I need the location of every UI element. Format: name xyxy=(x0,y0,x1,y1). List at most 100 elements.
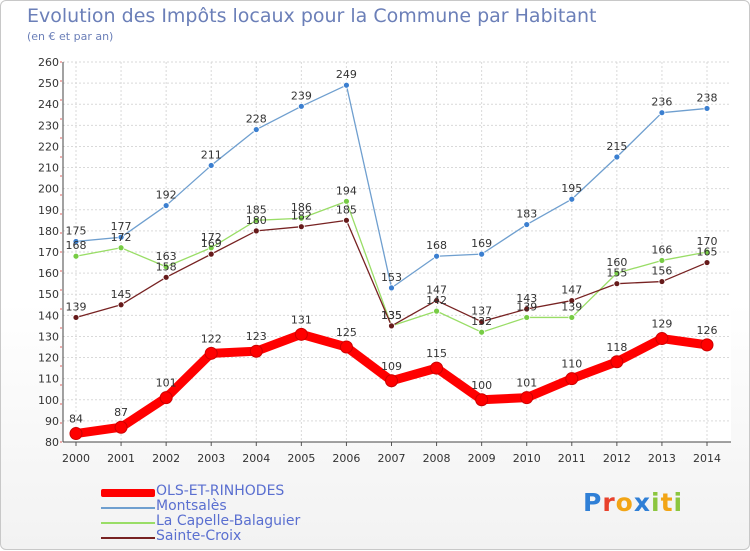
data-point xyxy=(114,420,128,434)
data-label: 139 xyxy=(66,300,87,313)
x-tick-label: 2006 xyxy=(332,452,360,465)
x-tick-label: 2014 xyxy=(693,452,721,465)
x-tick-label: 2007 xyxy=(378,452,406,465)
data-point xyxy=(162,263,170,271)
data-point xyxy=(478,318,486,326)
data-label: 172 xyxy=(201,231,222,244)
y-tick-label: 230 xyxy=(38,119,59,132)
legend-label: La Capelle-Balaguier xyxy=(156,513,301,529)
data-label: 84 xyxy=(69,413,83,426)
data-label: 180 xyxy=(246,214,267,227)
data-point xyxy=(703,259,711,266)
data-label: 185 xyxy=(246,203,267,216)
data-label: 126 xyxy=(697,324,718,337)
data-point xyxy=(658,109,666,117)
data-point xyxy=(117,244,125,252)
data-label: 182 xyxy=(291,210,312,223)
data-point xyxy=(703,105,711,112)
data-point xyxy=(297,102,305,110)
data-point xyxy=(433,307,440,315)
data-point xyxy=(252,126,260,133)
data-label: 142 xyxy=(426,294,447,307)
data-label: 158 xyxy=(156,260,177,273)
x-tick-label: 2009 xyxy=(468,452,496,465)
data-label: 135 xyxy=(381,309,402,322)
data-label: 166 xyxy=(651,243,672,256)
y-tick-label: 90 xyxy=(45,415,59,428)
x-tick-label: 2012 xyxy=(603,452,631,465)
y-tick-label: 100 xyxy=(38,394,59,407)
data-point xyxy=(523,305,531,313)
data-label: 211 xyxy=(201,148,222,161)
data-point xyxy=(655,332,669,346)
data-point xyxy=(700,338,714,352)
data-point xyxy=(430,361,444,375)
data-label: 139 xyxy=(516,300,537,313)
x-tick-label: 2010 xyxy=(513,452,541,465)
data-point xyxy=(658,278,666,285)
data-point xyxy=(69,427,83,441)
data-label: 123 xyxy=(246,330,267,343)
data-label: 236 xyxy=(651,96,672,109)
legend-label: Sainte-Croix xyxy=(156,528,242,544)
data-point xyxy=(613,280,621,288)
data-point xyxy=(475,393,489,407)
legend-label: Montsalès xyxy=(156,498,227,514)
data-point xyxy=(478,250,486,258)
y-tick-label: 120 xyxy=(38,352,59,365)
data-label: 153 xyxy=(381,271,402,284)
proxiti-logo: Proxiti xyxy=(583,488,683,517)
y-tick-label: 150 xyxy=(38,288,59,301)
x-tick-label: 2000 xyxy=(62,452,90,465)
data-label: 183 xyxy=(516,208,537,221)
data-point xyxy=(433,297,440,304)
data-label: 131 xyxy=(291,313,312,326)
data-point xyxy=(523,314,531,321)
y-tick-label: 190 xyxy=(38,204,59,217)
data-label: 101 xyxy=(516,377,537,390)
data-point xyxy=(294,327,308,341)
data-label: 139 xyxy=(561,300,582,313)
data-label: 118 xyxy=(606,341,627,354)
data-point xyxy=(252,227,260,235)
data-label: 238 xyxy=(697,91,718,104)
x-tick-label: 2013 xyxy=(648,452,676,465)
x-tick-label: 2011 xyxy=(558,452,586,465)
data-point xyxy=(388,284,395,292)
data-point xyxy=(297,214,305,222)
data-label: 249 xyxy=(336,68,357,81)
data-label: 168 xyxy=(66,239,87,252)
data-point xyxy=(297,223,305,231)
data-label: 163 xyxy=(156,250,177,263)
logo-letter: o xyxy=(615,488,634,517)
y-tick-label: 140 xyxy=(38,309,59,322)
data-label: 168 xyxy=(426,239,447,252)
data-label: 175 xyxy=(66,224,87,237)
data-point xyxy=(520,391,534,405)
data-label: 194 xyxy=(336,184,357,197)
data-label: 147 xyxy=(561,284,582,297)
data-label: 169 xyxy=(471,237,492,250)
data-label: 122 xyxy=(201,332,222,345)
y-tick-label: 80 xyxy=(45,436,59,449)
x-tick-label: 2005 xyxy=(287,452,315,465)
logo-letter: P xyxy=(583,488,603,517)
data-point xyxy=(343,81,350,89)
data-point xyxy=(252,216,260,224)
legend-swatch xyxy=(101,489,155,497)
legend-swatch xyxy=(101,507,155,509)
logo-letter: i xyxy=(651,488,661,517)
data-point xyxy=(204,346,218,360)
data-point xyxy=(613,153,621,161)
data-point xyxy=(159,391,173,405)
data-point xyxy=(117,301,125,309)
x-tick-label: 2003 xyxy=(197,452,225,465)
data-label: 156 xyxy=(651,265,672,278)
x-tick-label: 2002 xyxy=(152,452,180,465)
y-tick-label: 180 xyxy=(38,225,59,238)
x-tick-label: 2008 xyxy=(423,452,451,465)
data-point xyxy=(568,314,576,321)
data-point xyxy=(568,195,576,203)
chart-title: Evolution des Impôts locaux pour la Comm… xyxy=(27,5,597,27)
y-tick-label: 260 xyxy=(38,56,59,69)
